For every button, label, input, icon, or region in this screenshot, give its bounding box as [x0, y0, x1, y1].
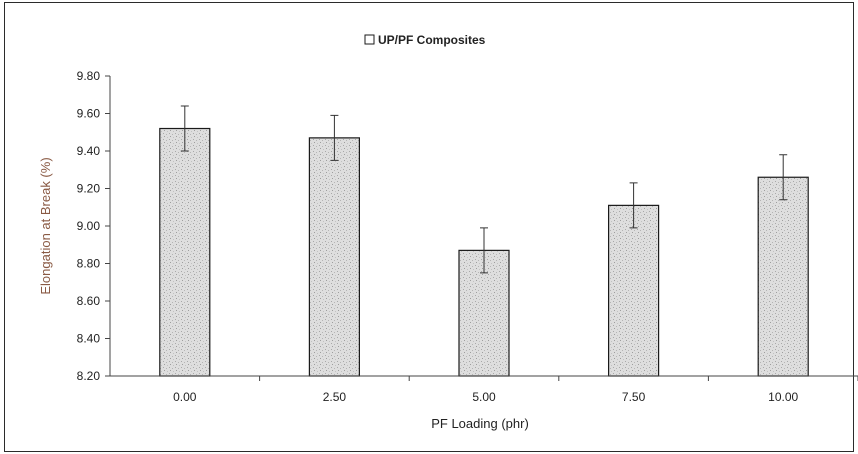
- y-axis-ticks: 8.20 8.40 8.60 8.80 9.00 9.20 9.40 9.60 9.80: [77, 69, 110, 383]
- y-tick-label: 9.80: [77, 69, 101, 83]
- y-tick-label: 8.20: [77, 369, 101, 383]
- legend-label: UP/PF Composites: [378, 33, 486, 47]
- y-tick-label: 8.80: [77, 257, 101, 271]
- bar: [308, 137, 360, 377]
- x-tick-label: 10.00: [768, 390, 798, 404]
- bars-group: [159, 127, 809, 377]
- y-tick-label: 8.40: [77, 332, 101, 346]
- y-tick-label: 9.20: [77, 182, 101, 196]
- chart-frame: [4, 2, 854, 452]
- x-tick-label: 0.00: [173, 390, 197, 404]
- y-tick-label: 9.40: [77, 144, 101, 158]
- x-tick-label: 2.50: [323, 390, 347, 404]
- x-axis-label: PF Loading (phr): [431, 416, 529, 431]
- y-tick-label: 9.00: [77, 219, 101, 233]
- x-axis-ticks: 0.00 2.50 5.00 7.50 10.00: [173, 376, 858, 404]
- legend-swatch: [364, 34, 375, 45]
- bar: [757, 176, 809, 377]
- legend: UP/PF Composites: [364, 33, 486, 47]
- bar: [159, 127, 211, 377]
- x-tick-label: 7.50: [622, 390, 646, 404]
- y-tick-label: 8.60: [77, 294, 101, 308]
- y-tick-label: 9.60: [77, 107, 101, 121]
- error-bars-group: [180, 105, 788, 274]
- bar: [607, 204, 660, 377]
- x-tick-label: 5.00: [472, 390, 496, 404]
- y-axis-label: Elongation at Break (%): [38, 157, 53, 294]
